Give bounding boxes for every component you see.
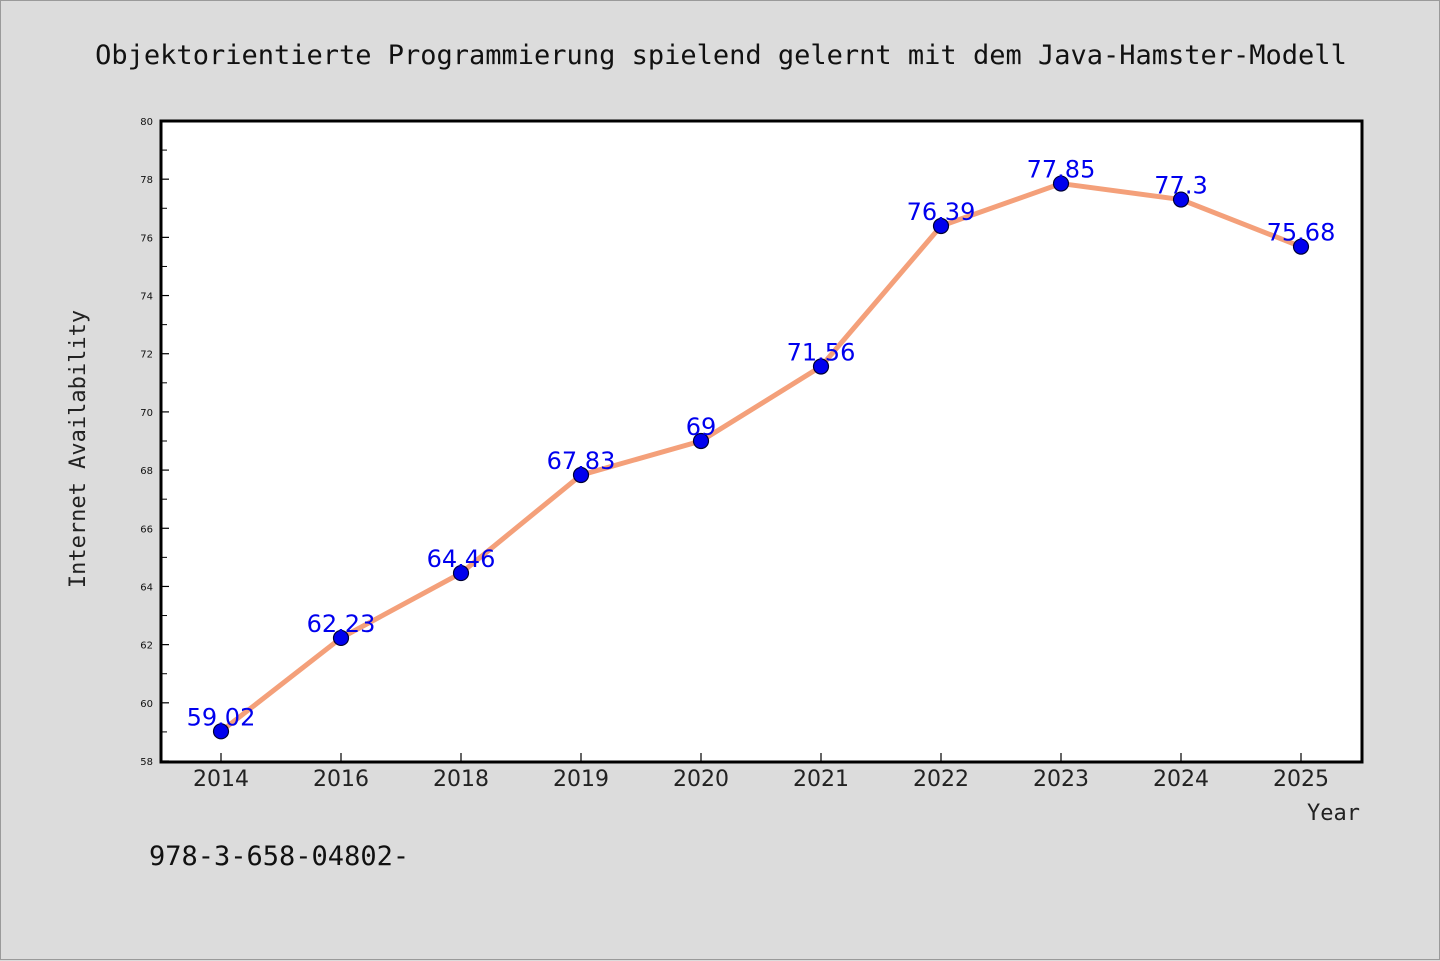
x-axis: 2014 2016 2018 2019 2020 2021 2022 2023 2024 2025 — [193, 753, 1329, 792]
data-label: 76.39 — [907, 198, 976, 226]
y-tick-label: 58 — [140, 757, 153, 768]
data-label: 62.23 — [307, 610, 376, 638]
data-point — [1052, 175, 1070, 192]
data-point — [1172, 191, 1190, 208]
data-labels: 59.02 62.23 64.46 67.83 69 71.56 76.39 77.85 77.… — [187, 156, 1336, 732]
y-tick-label: 62 — [140, 641, 153, 652]
y-tick-label: 80 — [140, 117, 153, 128]
y-tick-label: 76 — [140, 233, 153, 244]
x-tick-label: 2022 — [913, 767, 969, 792]
plot-area — [159, 119, 1364, 764]
y-tick-label: 64 — [140, 582, 153, 593]
data-point — [452, 564, 470, 582]
x-tick-label: 2021 — [793, 767, 849, 792]
data-point — [332, 629, 350, 647]
x-tick-label: 2020 — [673, 767, 729, 792]
y-tick-label: 72 — [140, 350, 153, 361]
data-point — [572, 466, 590, 484]
y-axis: 58 60 62 64 66 68 70 72 74 76 78 80 — [140, 117, 169, 768]
x-tick-label: 2016 — [313, 767, 369, 792]
data-label: 71.56 — [787, 339, 856, 367]
data-label: 75.68 — [1267, 219, 1336, 247]
x-tick-label: 2024 — [1153, 767, 1209, 792]
x-tick-label: 2023 — [1033, 767, 1089, 792]
y-tick-label: 78 — [140, 175, 153, 186]
data-label: 59.02 — [187, 703, 256, 731]
y-tick-label: 74 — [140, 292, 153, 303]
x-tick-label: 2019 — [553, 767, 609, 792]
chart-title: Objektorientierte Programmierung spielen… — [95, 40, 1347, 71]
y-tick-label: 68 — [140, 466, 153, 477]
footer-text: 978-3-658-04802- — [149, 841, 409, 872]
data-label: 77.3 — [1154, 172, 1207, 200]
data-label: 69 — [686, 413, 717, 441]
data-label: 64.46 — [427, 545, 496, 573]
data-point — [812, 358, 830, 375]
data-point — [932, 217, 950, 235]
x-tick-label: 2025 — [1273, 767, 1329, 792]
x-tick-label: 2018 — [433, 767, 489, 792]
data-label: 77.85 — [1027, 156, 1096, 184]
y-tick-label: 70 — [140, 408, 153, 419]
x-axis-label: Year — [1307, 801, 1360, 826]
x-tick-label: 2014 — [193, 767, 249, 792]
data-markers — [212, 175, 1310, 740]
series-line — [218, 181, 1304, 734]
data-point — [692, 432, 710, 450]
data-label: 67.83 — [547, 447, 616, 475]
data-point — [212, 723, 230, 740]
data-point — [1292, 238, 1310, 255]
y-tick-label: 66 — [140, 524, 153, 535]
y-axis-label: Internet Availability — [66, 310, 91, 588]
y-tick-label: 60 — [140, 699, 153, 710]
